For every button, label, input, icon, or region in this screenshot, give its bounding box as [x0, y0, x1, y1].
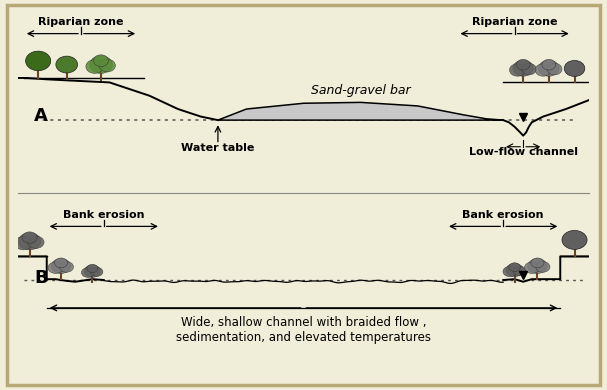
- Circle shape: [28, 236, 44, 248]
- Circle shape: [84, 265, 101, 277]
- Circle shape: [513, 60, 534, 76]
- Circle shape: [51, 259, 71, 273]
- Circle shape: [59, 262, 73, 272]
- Circle shape: [536, 262, 550, 272]
- Circle shape: [15, 237, 32, 250]
- Circle shape: [56, 56, 78, 73]
- Text: Low-flow channel: Low-flow channel: [469, 147, 578, 157]
- Circle shape: [538, 60, 559, 76]
- Circle shape: [87, 264, 98, 273]
- Circle shape: [25, 51, 51, 71]
- Text: Riparian zone: Riparian zone: [38, 17, 124, 27]
- Text: Sand-gravel bar: Sand-gravel bar: [311, 83, 410, 96]
- Circle shape: [521, 63, 537, 75]
- Text: Bank erosion: Bank erosion: [63, 210, 144, 220]
- Circle shape: [531, 258, 544, 268]
- Text: B: B: [34, 269, 48, 287]
- Circle shape: [562, 230, 587, 249]
- Circle shape: [55, 258, 67, 268]
- Circle shape: [81, 268, 94, 277]
- Circle shape: [506, 264, 523, 277]
- Circle shape: [509, 263, 520, 271]
- Circle shape: [48, 262, 63, 273]
- Text: Riparian zone: Riparian zone: [472, 17, 557, 27]
- Circle shape: [509, 64, 526, 76]
- Circle shape: [99, 59, 115, 72]
- Text: A: A: [34, 107, 48, 125]
- Circle shape: [86, 60, 103, 73]
- Circle shape: [535, 64, 551, 76]
- Circle shape: [22, 232, 37, 243]
- Text: Water table: Water table: [181, 143, 254, 153]
- Circle shape: [18, 233, 41, 250]
- Circle shape: [517, 59, 530, 70]
- Circle shape: [527, 259, 547, 273]
- Circle shape: [547, 63, 562, 75]
- Circle shape: [91, 268, 103, 277]
- Circle shape: [513, 266, 526, 276]
- Polygon shape: [218, 102, 503, 120]
- Circle shape: [542, 59, 555, 70]
- Circle shape: [90, 56, 112, 73]
- Circle shape: [565, 60, 585, 76]
- Circle shape: [503, 266, 517, 277]
- Text: Bank erosion: Bank erosion: [463, 210, 544, 220]
- Text: Wide, shallow channel with braided flow ,
sedimentation, and elevated temperatur: Wide, shallow channel with braided flow …: [176, 317, 431, 344]
- Circle shape: [93, 55, 109, 67]
- Circle shape: [524, 262, 540, 273]
